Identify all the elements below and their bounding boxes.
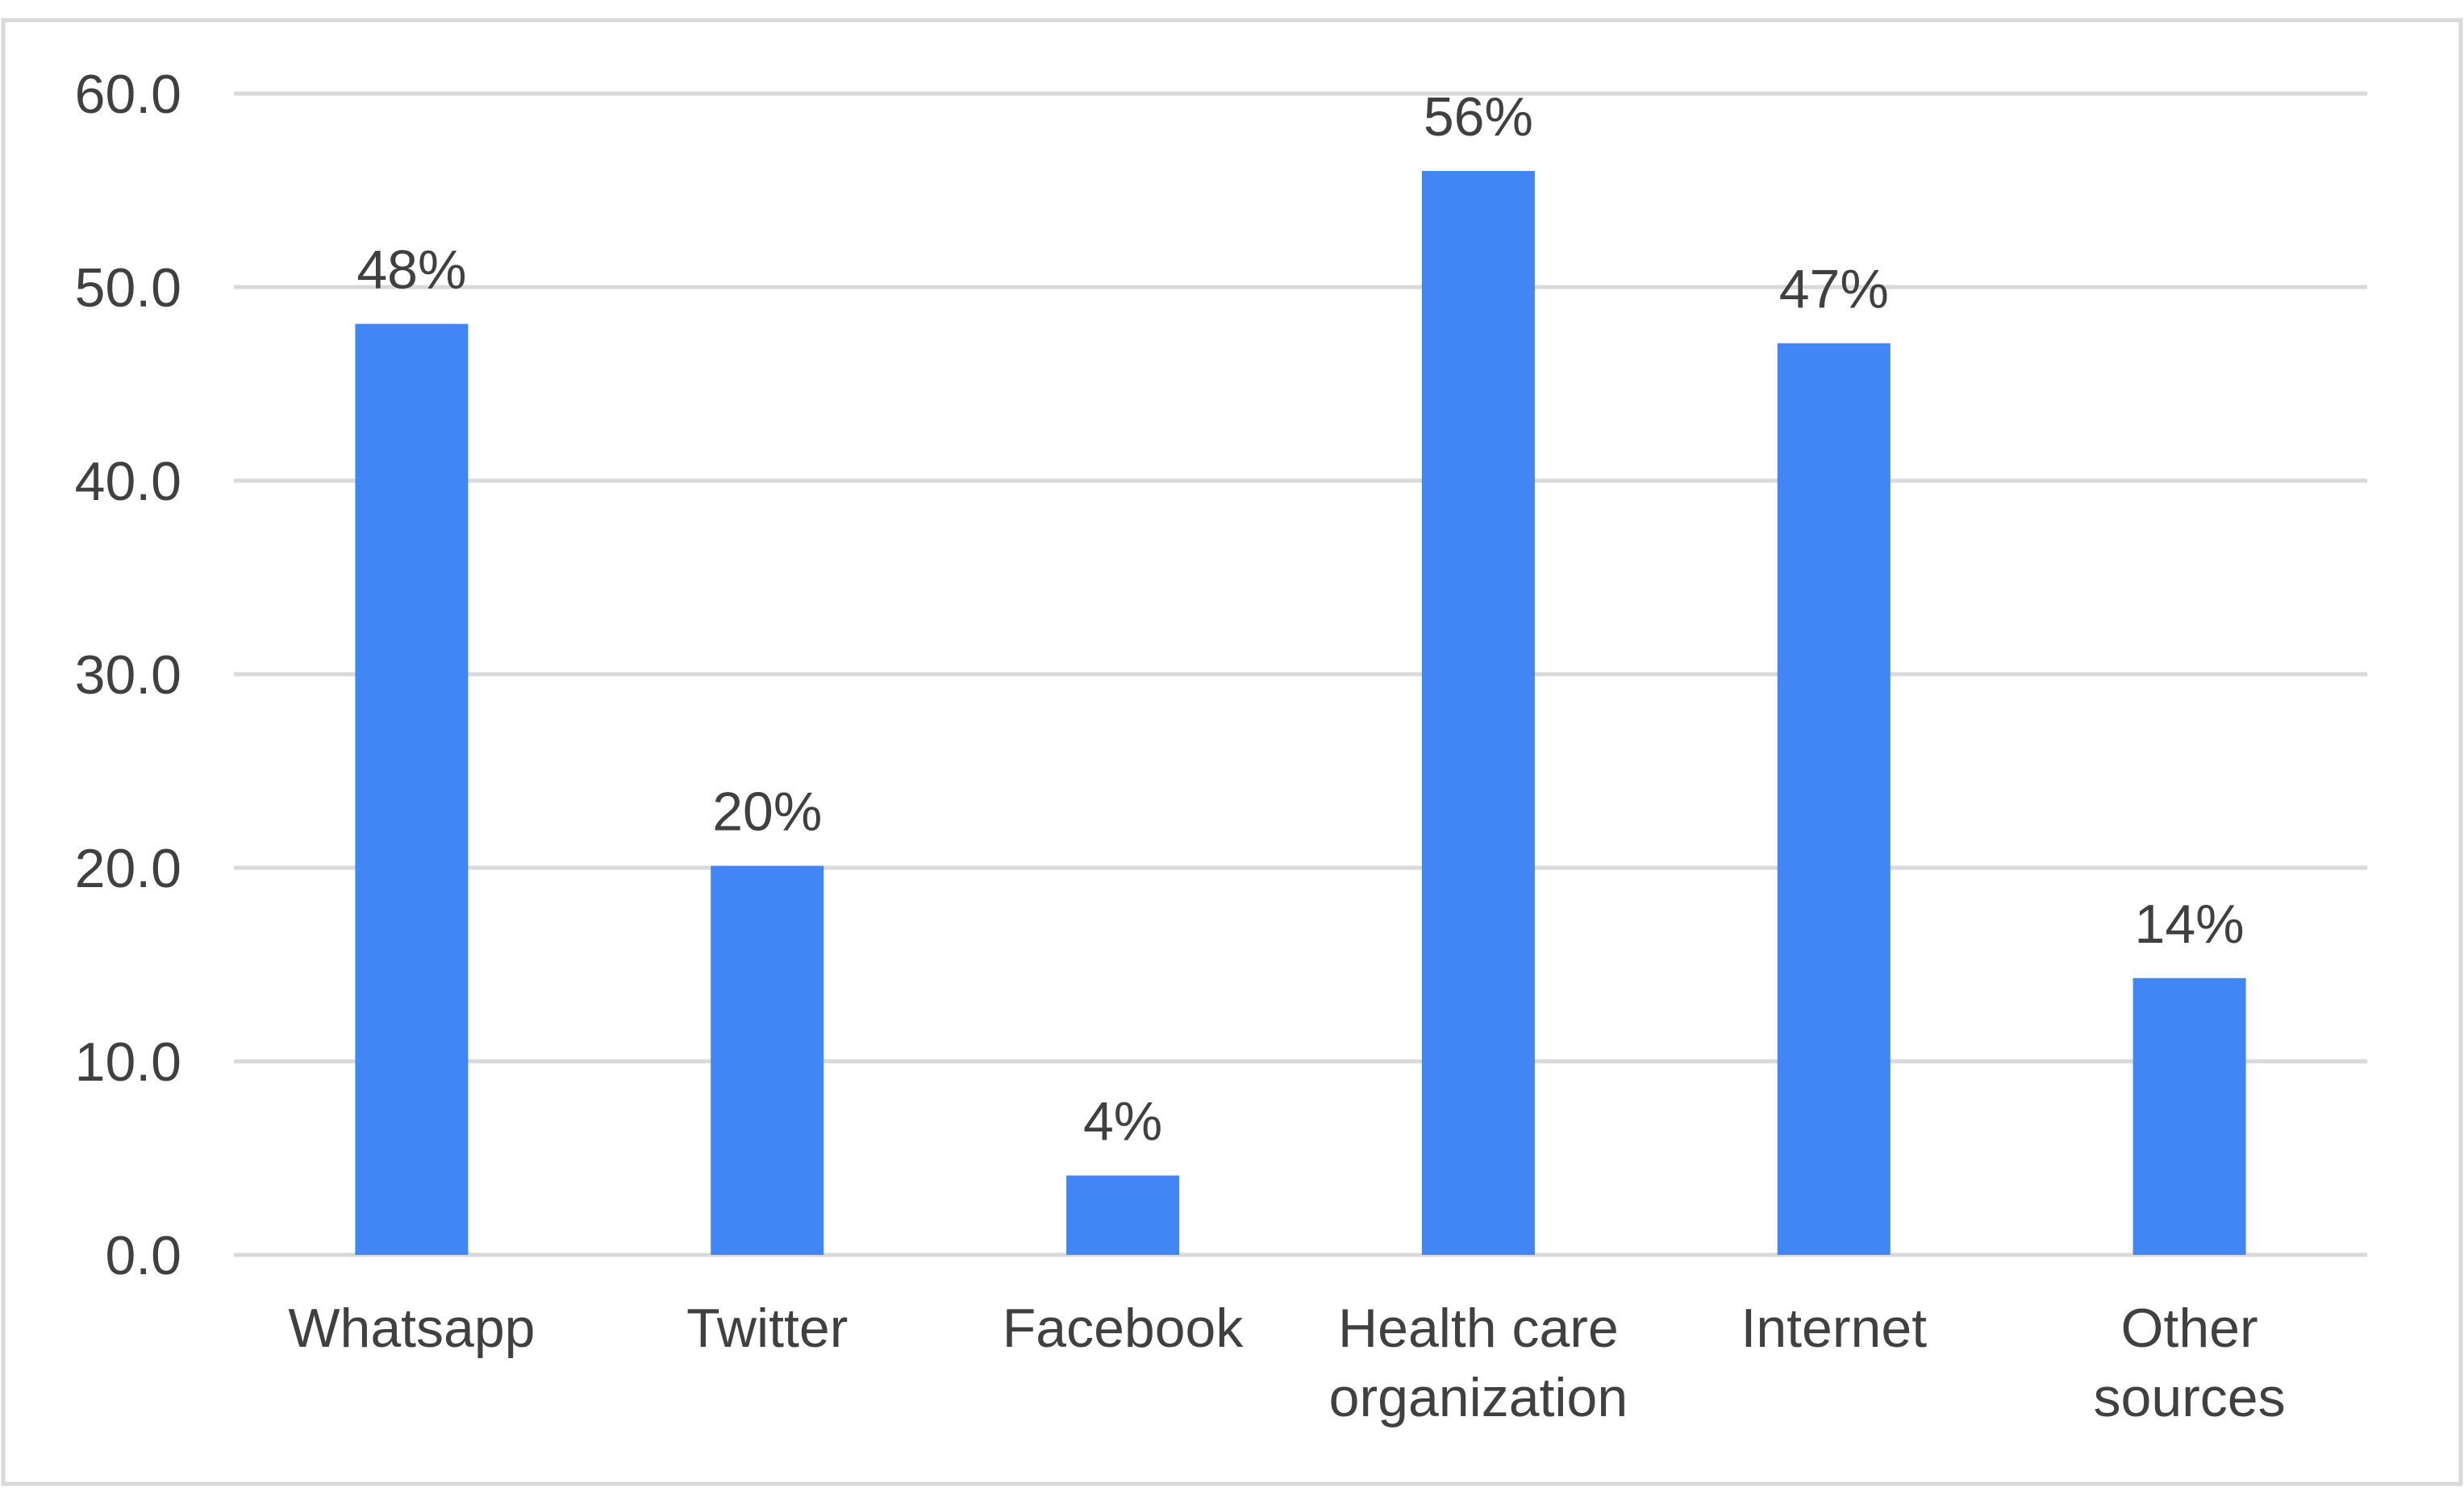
x-category-label: Facebook (1003, 1298, 1245, 1359)
x-category-label: Twitter (686, 1298, 848, 1359)
y-tick-label: 40.0 (75, 451, 181, 512)
y-axis-tick-labels: 0.0 10.0 20.0 30.0 40.0 50.0 60.0 (75, 64, 181, 1286)
x-category-label-line: Internet (1741, 1298, 1927, 1359)
x-category-label-line: Twitter (686, 1298, 848, 1359)
y-tick-label: 50.0 (75, 257, 181, 319)
data-label: 14% (2135, 894, 2245, 955)
data-label: 47% (1779, 259, 1889, 320)
bar-facebook (1066, 1175, 1180, 1255)
bar-other-sources (2133, 977, 2246, 1255)
y-tick-label: 10.0 (75, 1031, 181, 1093)
data-label: 48% (356, 240, 466, 301)
bar-twitter (711, 865, 824, 1255)
x-axis-category-labels: Whatsapp Twitter Facebook Health care organi… (288, 1298, 2285, 1428)
bar-internet (1777, 343, 1891, 1256)
chart-border (1, 18, 2463, 1486)
bar-health-care-organization (1421, 171, 1535, 1255)
x-category-label-line: Other (2121, 1298, 2258, 1359)
x-category-label: Whatsapp (288, 1298, 535, 1359)
x-category-label: Health care organization (1329, 1298, 1628, 1428)
data-labels: 48% 20% 4% 56% 47% 14% (356, 86, 2244, 1152)
data-label: 4% (1083, 1091, 1162, 1152)
x-category-label-line: Facebook (1003, 1298, 1245, 1359)
y-tick-label: 20.0 (75, 838, 181, 899)
y-tick-label: 0.0 (105, 1225, 181, 1286)
y-tick-label: 60.0 (75, 64, 181, 125)
x-category-label: Internet (1741, 1298, 1927, 1359)
gridlines (234, 91, 2367, 1257)
bars (355, 171, 2246, 1256)
x-category-label-line: Whatsapp (288, 1298, 535, 1359)
x-category-label-line: sources (2094, 1367, 2286, 1428)
y-tick-label: 30.0 (75, 644, 181, 706)
bar-whatsapp (355, 323, 469, 1256)
data-label: 20% (712, 781, 822, 843)
x-category-label-line: Health care (1338, 1298, 1619, 1359)
data-label: 56% (1424, 86, 1533, 148)
x-category-label-line: organization (1329, 1367, 1628, 1428)
x-category-label: Other sources (2094, 1298, 2286, 1428)
